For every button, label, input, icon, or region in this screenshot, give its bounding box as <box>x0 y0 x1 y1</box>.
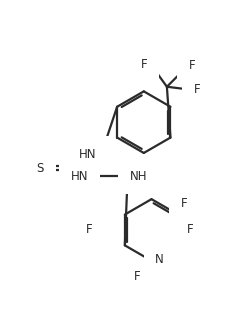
Text: F: F <box>187 224 194 237</box>
Text: F: F <box>134 270 141 283</box>
Text: N: N <box>155 253 164 266</box>
Text: F: F <box>141 58 148 71</box>
Text: F: F <box>86 224 93 237</box>
Text: HN: HN <box>71 170 88 183</box>
Text: S: S <box>36 162 44 175</box>
Text: HN: HN <box>79 148 97 161</box>
Text: F: F <box>181 197 187 210</box>
Text: NH: NH <box>130 170 147 183</box>
Text: F: F <box>194 83 201 96</box>
Text: F: F <box>189 59 196 72</box>
